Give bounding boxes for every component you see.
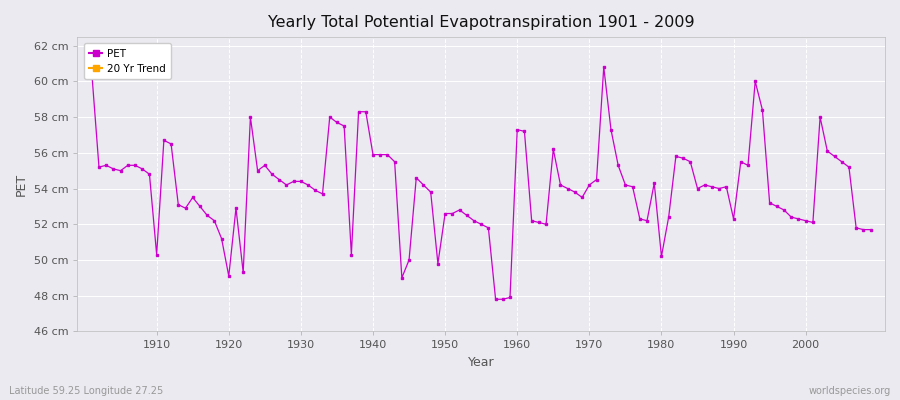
Text: worldspecies.org: worldspecies.org: [809, 386, 891, 396]
Text: Latitude 59.25 Longitude 27.25: Latitude 59.25 Longitude 27.25: [9, 386, 163, 396]
Legend: PET, 20 Yr Trend: PET, 20 Yr Trend: [85, 44, 171, 79]
X-axis label: Year: Year: [468, 356, 494, 369]
Title: Yearly Total Potential Evapotranspiration 1901 - 2009: Yearly Total Potential Evapotranspiratio…: [268, 15, 695, 30]
Y-axis label: PET: PET: [15, 172, 28, 196]
